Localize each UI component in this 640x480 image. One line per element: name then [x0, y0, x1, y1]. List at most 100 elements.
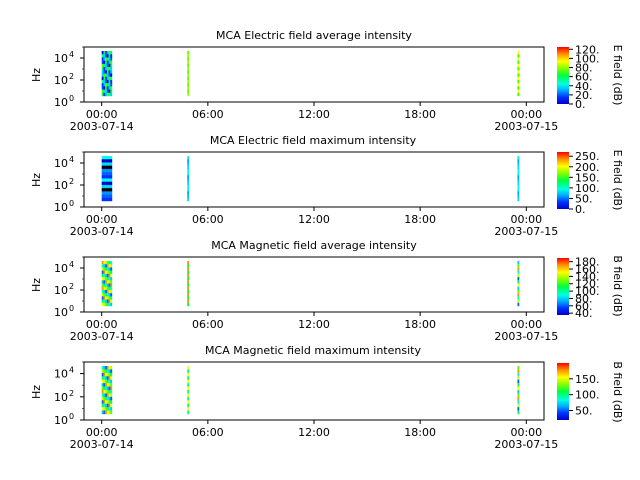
spectrogram-cell [517, 57, 520, 61]
spectrogram-cell [105, 390, 108, 394]
spectrogram-cell [106, 197, 109, 202]
x-tick-label: 00:00 [86, 318, 118, 331]
spectrogram-cell [517, 197, 520, 202]
spectrogram-cell [103, 60, 106, 65]
spectrogram-cell [101, 286, 104, 291]
spectrogram-cell [103, 191, 106, 195]
spectrogram-cell [110, 379, 113, 384]
spectrogram-cell [105, 86, 108, 90]
spectrogram-cell [108, 267, 111, 271]
spectrogram-cell [106, 270, 109, 275]
spectrogram-cell [103, 386, 106, 391]
spectrogram-cell [187, 283, 190, 287]
spectrogram-cell [108, 57, 111, 61]
spectrogram-cell [108, 159, 111, 163]
colorbar-tick-label: 0. [575, 203, 586, 216]
plot-area [83, 361, 545, 421]
spectrogram-cell [108, 286, 111, 291]
spectrogram-cell [517, 403, 520, 408]
plot-area [83, 46, 545, 103]
spectrogram-cell [110, 376, 113, 380]
spectrogram-cell [517, 168, 520, 173]
spectrogram-cell [187, 393, 190, 398]
spectrogram-cell [101, 67, 104, 71]
x-start-date: 2003-07-14 [70, 225, 134, 238]
spectrogram-cell [103, 175, 106, 179]
spectrogram-cell [517, 191, 520, 195]
panel-b-field-average: MCA Magnetic field average intensity Hz … [30, 239, 624, 343]
spectrogram-cell [110, 390, 113, 394]
spectrogram-cell [101, 184, 104, 189]
spectrogram-cell [103, 89, 106, 93]
spectrogram-cell [105, 407, 108, 411]
spectrogram-cell [108, 184, 111, 189]
y-tick-label: 10 [54, 96, 68, 109]
spectrogram-cell [105, 162, 108, 166]
spectrogram-cell [101, 175, 104, 179]
spectrogram-cell [103, 197, 106, 202]
spectrogram-cell [101, 379, 104, 384]
spectrogram-cell [101, 172, 104, 176]
spectrogram-cell [187, 366, 190, 370]
spectrogram-cell [108, 168, 111, 173]
spectrogram-cell [103, 184, 106, 189]
spectrogram-cell [187, 400, 190, 404]
spectrogram-cell [105, 296, 108, 300]
spectrogram-cell [108, 70, 111, 74]
spectrogram-cell [187, 162, 190, 166]
spectrogram-cell [187, 181, 190, 186]
spectrogram-cell [103, 286, 106, 291]
colorbar-tick-label: 250. [575, 150, 600, 163]
spectrogram-cell [110, 165, 113, 170]
spectrogram-cell [101, 83, 104, 87]
colorbar-tick-label: 40. [575, 80, 593, 93]
spectrogram-cell [187, 270, 190, 275]
spectrogram-cell [108, 283, 111, 287]
y-tick-exponent: 2 [69, 282, 74, 291]
spectrogram-cell [106, 369, 109, 374]
colorbar-tick-label: 60. [575, 300, 593, 313]
spectrogram-cell [110, 175, 113, 179]
spectrogram-cell [103, 390, 106, 394]
x-tick-label: 06:00 [192, 108, 224, 121]
spectrogram-cell [187, 51, 190, 55]
spectrogram-cell [108, 73, 111, 77]
spectrogram-cell [101, 376, 104, 380]
colorbar-tick-label: 120. [575, 43, 600, 56]
spectrogram-cell [106, 188, 109, 192]
colorbar [557, 152, 569, 209]
spectrogram-cell [103, 57, 106, 61]
spectrogram-cell [110, 197, 113, 202]
spectrogram-cell [108, 299, 111, 303]
spectrogram-cell [108, 92, 111, 97]
spectrogram-cell [110, 178, 113, 182]
spectrogram-cell [517, 396, 520, 401]
spectrogram-cell [517, 302, 520, 307]
spectrogram-cell [106, 261, 109, 265]
spectrogram-cell [101, 89, 104, 93]
spectrogram-cell [110, 407, 113, 411]
x-tick-label: 00:00 [86, 213, 118, 226]
spectrogram-cell [106, 175, 109, 179]
spectrogram-cell [187, 289, 190, 294]
x-start-date: 2003-07-14 [70, 120, 134, 133]
spectrogram-cell [101, 261, 104, 265]
spectrogram-cell [103, 83, 106, 87]
spectrogram-cell [517, 264, 520, 268]
spectrogram-cell [517, 54, 520, 58]
spectrogram-cell [187, 156, 190, 160]
spectrogram-cell [101, 197, 104, 202]
spectrogram-cell [108, 156, 111, 160]
spectrogram-cell [517, 293, 520, 297]
spectrogram-cell [110, 168, 113, 173]
spectrogram-cell [108, 162, 111, 166]
x-tick-label: 06:00 [192, 318, 224, 331]
spectrogram-cell [187, 286, 190, 291]
spectrogram-cell [105, 172, 108, 176]
spectrogram-cell [105, 379, 108, 384]
colorbar-tick-label: 150. [575, 373, 600, 386]
spectrogram-cell [105, 277, 108, 281]
spectrogram-cell [108, 386, 111, 391]
spectrogram-cell [101, 63, 104, 68]
spectrogram-cell [517, 70, 520, 74]
